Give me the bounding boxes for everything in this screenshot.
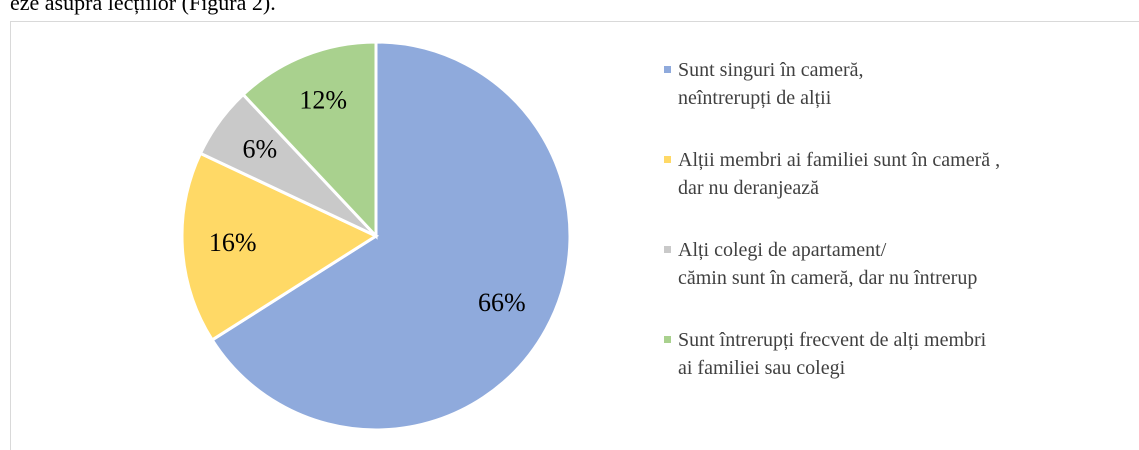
pie-slice xyxy=(180,151,380,343)
legend-swatch xyxy=(664,336,671,343)
legend-label: Alți colegi de apartament/ cămin sunt în… xyxy=(678,239,978,289)
text-fragment: eze asupra lecțiilor (Figura 2). xyxy=(10,0,276,15)
chart-frame xyxy=(10,21,1139,450)
pie-slice xyxy=(241,40,378,240)
legend-swatch xyxy=(664,246,671,253)
legend-swatch xyxy=(664,66,671,73)
legend-label: Alții membri ai familiei sunt în cameră … xyxy=(678,149,1001,199)
data-label: 16% xyxy=(209,228,257,257)
data-label: 12% xyxy=(299,85,347,114)
legend-swatch xyxy=(664,156,671,163)
legend-label: Sunt singuri în cameră, neîntrerupți de … xyxy=(678,59,864,109)
pie-slice xyxy=(210,40,572,432)
legend-label: Sunt întrerupți frecvent de alți membri … xyxy=(678,329,987,379)
data-label: 6% xyxy=(243,135,278,164)
data-label: 66% xyxy=(478,288,526,317)
